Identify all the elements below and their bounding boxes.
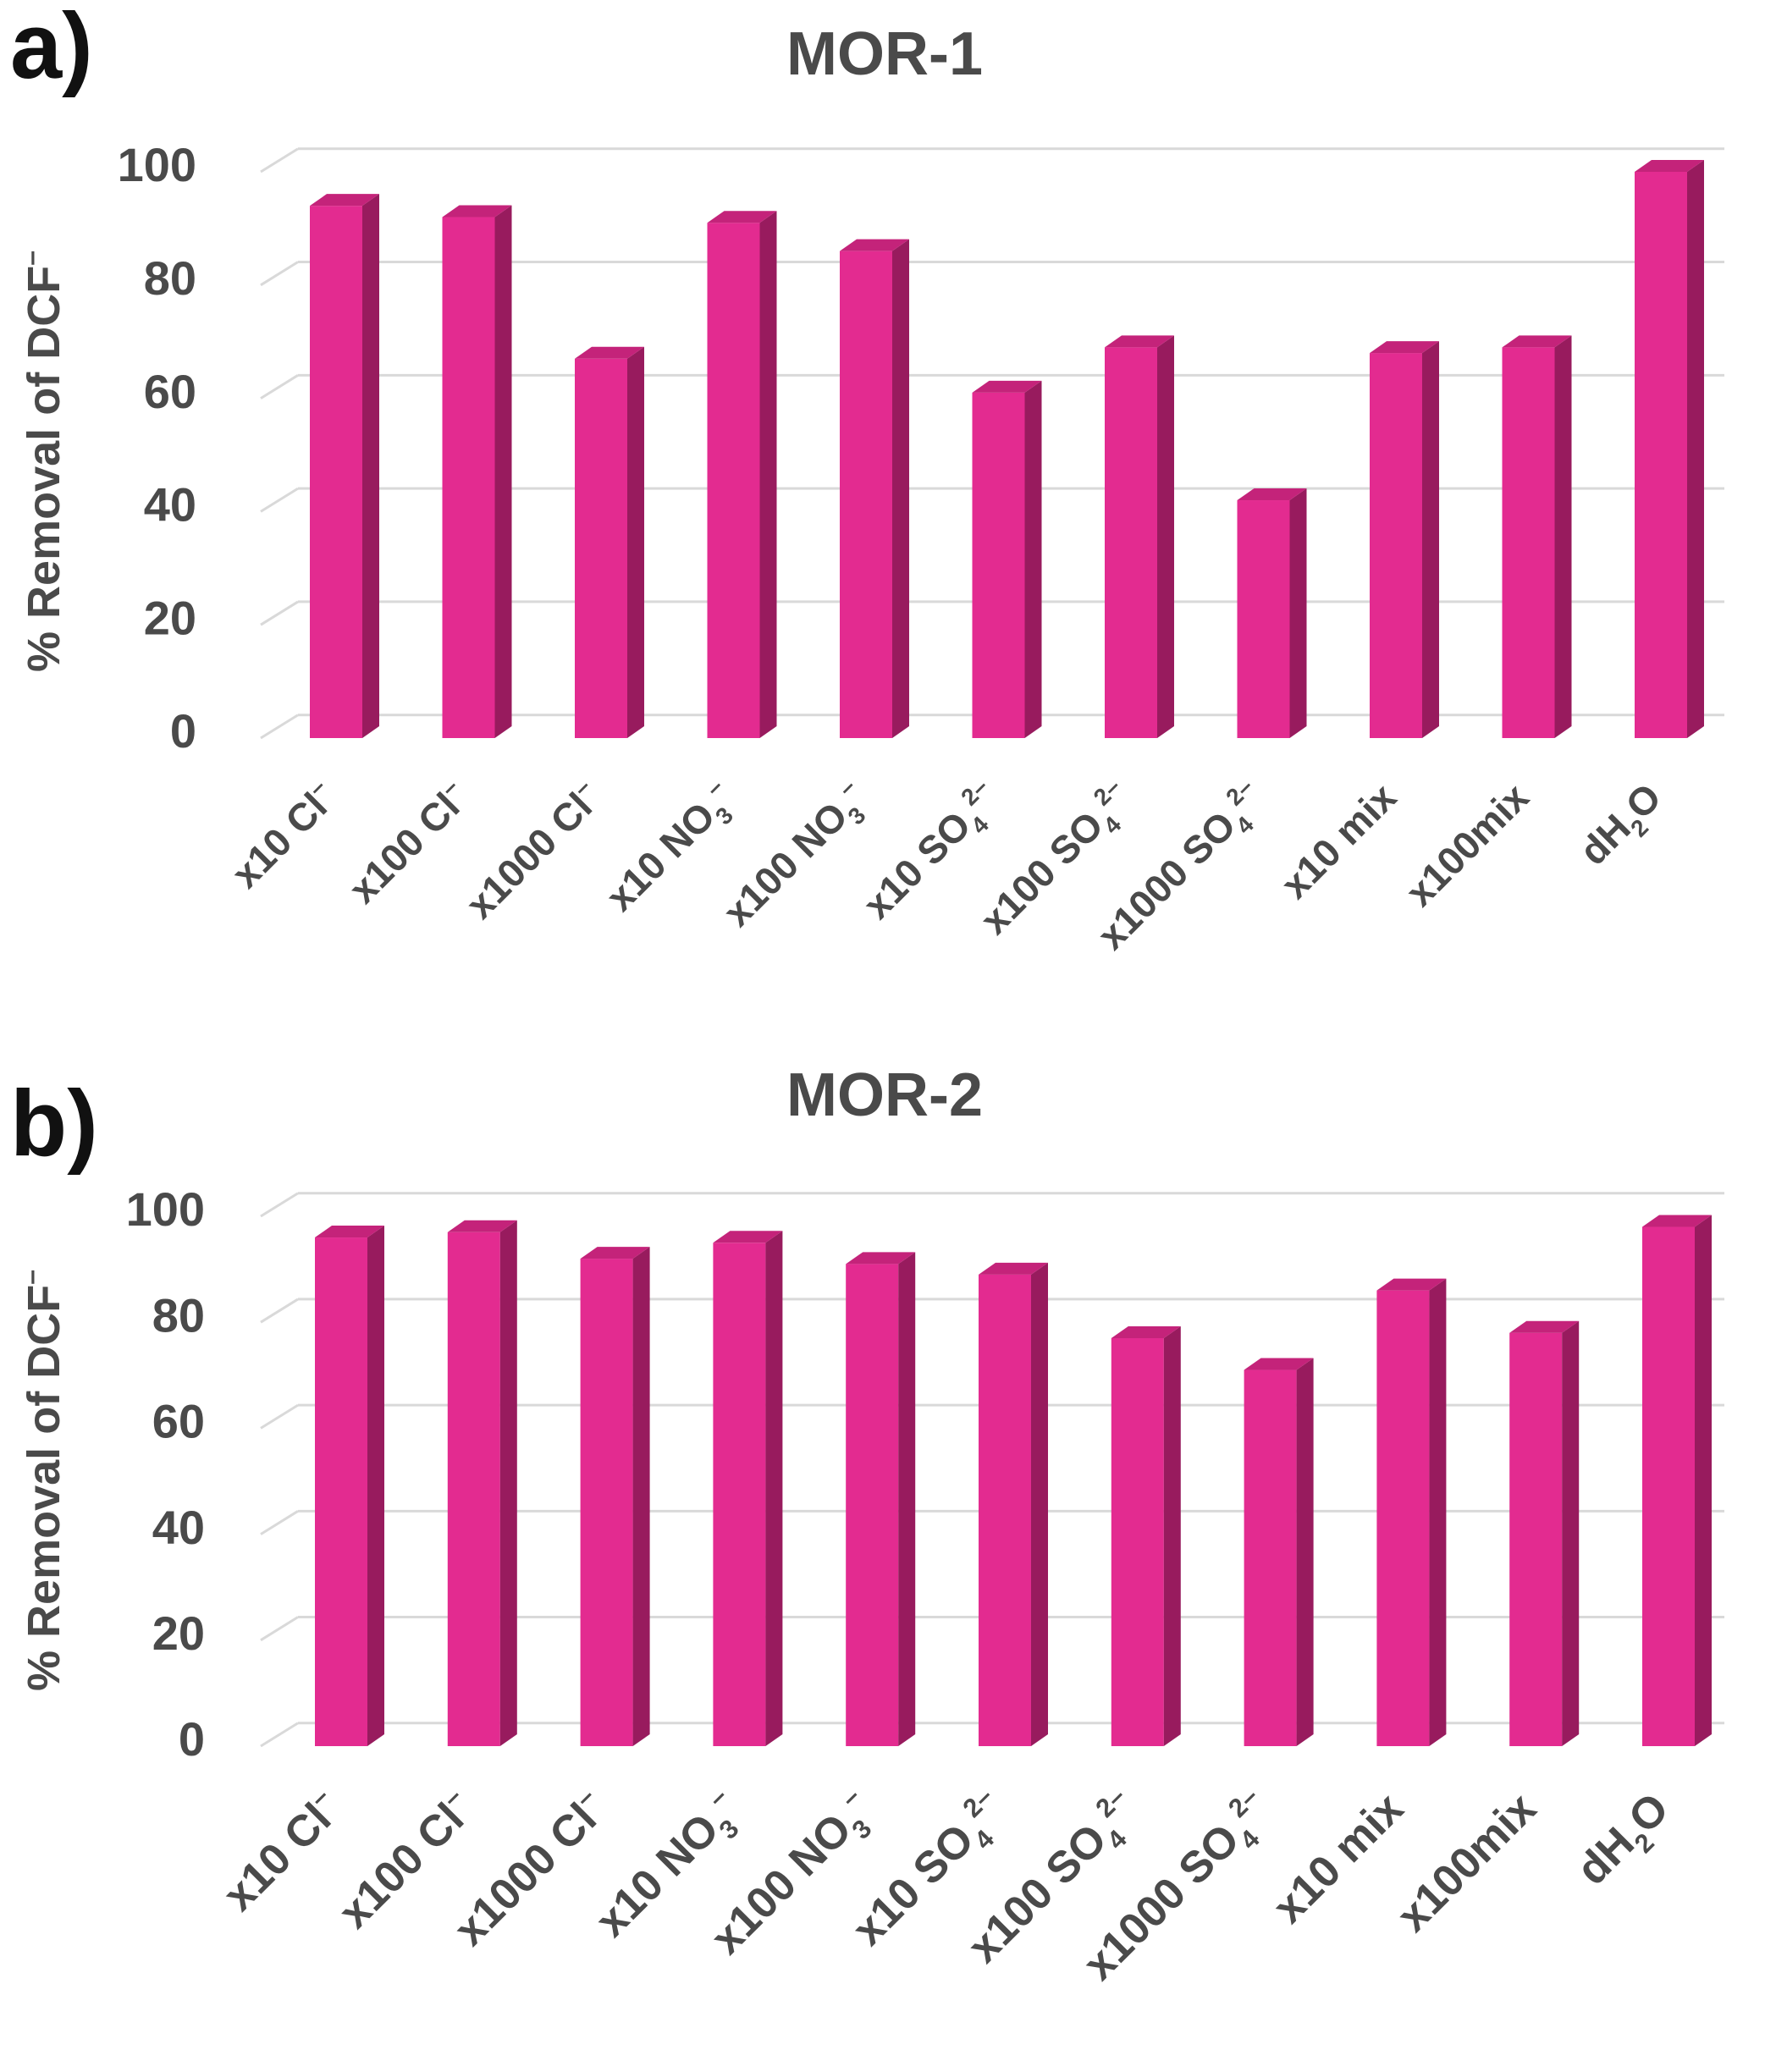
panel-label: a) xyxy=(10,0,93,98)
bar-x1000-so42-minus xyxy=(1237,488,1307,738)
panel-a: a) MOR-1 0 20 40 60 80 100 % Removal of DCF– x10 … xyxy=(10,0,1724,963)
x-category-label: x100 NO3– xyxy=(714,774,880,940)
bar-x10-mix xyxy=(1370,341,1439,738)
gridline-100 xyxy=(260,147,1724,174)
x-category-label: x100 SO42– xyxy=(970,774,1144,948)
bar-dh2o xyxy=(1642,1215,1712,1746)
bar-x100-cl-minus xyxy=(447,1220,517,1746)
bar-x10-cl-minus xyxy=(310,194,379,738)
bar-x10-no3-minus xyxy=(707,211,777,739)
bar-x10-mix xyxy=(1376,1278,1447,1746)
bar-x10-no3-minus xyxy=(713,1231,783,1746)
y-tick-label: 80 xyxy=(152,1288,205,1342)
y-tick-label: 20 xyxy=(144,591,196,644)
y-tick-label: 40 xyxy=(144,478,196,532)
bar-x100mix xyxy=(1502,335,1572,738)
x-category-label: x1000 Cl– xyxy=(443,1782,616,1955)
panel-label: b) xyxy=(10,1072,98,1176)
y-tick-label: 0 xyxy=(179,1712,205,1766)
chart-title: MOR-1 xyxy=(786,20,983,88)
panel-b: b) MOR-2 0 20 40 60 80 100 % Removal of DCF– x10 … xyxy=(10,1061,1724,1990)
y-tick-label: 80 xyxy=(144,251,196,305)
bar-x1000-cl-minus xyxy=(580,1247,650,1746)
x-category-label: x1000 Cl– xyxy=(456,774,609,927)
x-category-label: x100 NO3– xyxy=(700,1782,888,1970)
x-category-label: x10 mix xyxy=(1272,774,1404,906)
bar-x100mix xyxy=(1509,1320,1580,1746)
bar-x1000-cl-minus xyxy=(575,346,644,738)
x-category-label: dH2O xyxy=(1571,774,1675,879)
bar-x100-no3-minus xyxy=(840,239,909,738)
bar-x10-so42-minus xyxy=(979,1262,1048,1746)
bar-x100-cl-minus xyxy=(442,205,512,738)
bar-x100-so42-minus xyxy=(1105,335,1174,738)
y-tick-label: 60 xyxy=(144,365,196,418)
y-tick-label: 60 xyxy=(152,1395,205,1448)
chart-title: MOR-2 xyxy=(786,1061,983,1129)
bar-x10-cl-minus xyxy=(315,1226,384,1746)
bar-x1000-so42-minus xyxy=(1244,1358,1314,1746)
y-axis-title: % Removal of DCF– xyxy=(15,1270,69,1691)
bar-dh2o xyxy=(1635,160,1704,738)
bar-x100-so42-minus xyxy=(1111,1325,1181,1746)
y-tick-label: 0 xyxy=(170,704,196,758)
gridline-60 xyxy=(260,373,1724,400)
x-category-label: x100 Cl– xyxy=(328,1782,484,1938)
bar-x10-so42-minus xyxy=(972,380,1042,738)
x-category-label: x10 Cl– xyxy=(222,774,345,896)
x-category-label: x10 Cl– xyxy=(212,1782,350,1920)
y-axis-title: % Removal of DCF– xyxy=(15,251,69,672)
y-tick-label: 40 xyxy=(152,1501,205,1554)
bar-x100-no3-minus xyxy=(846,1252,916,1746)
gridline-100 xyxy=(260,1192,1724,1218)
x-category-label: x100mix xyxy=(1397,774,1537,915)
x-category-label: x100 Cl– xyxy=(339,774,477,912)
y-tick-label: 100 xyxy=(126,1182,205,1236)
y-tick-label: 20 xyxy=(152,1606,205,1660)
y-tick-label: 100 xyxy=(118,138,196,191)
x-category-label: dH2O xyxy=(1568,1783,1685,1900)
x-category-label: x1000 SO42– xyxy=(1088,774,1277,963)
x-category-label: x100mix xyxy=(1388,1783,1546,1941)
gridline-80 xyxy=(260,261,1724,287)
